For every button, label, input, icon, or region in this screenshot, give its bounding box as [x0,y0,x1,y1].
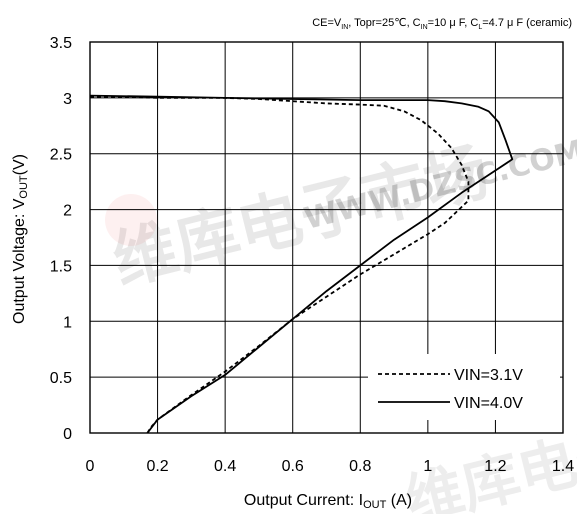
cond-temp: , Topr=25℃, C [348,17,420,29]
x-axis-title: Output Current: IOUT (A) [244,492,412,511]
ticks: 0 0.2 0.4 0.6 0.8 1 1.2 1.4 0 0.5 1 1.5 2 2.5 3 3.5 [50,35,574,475]
y-tick-label: 2 [63,203,72,220]
x-tick-label: 0.4 [214,458,236,475]
cond-cin-val: =10 μ F, C [428,17,479,29]
y-axis-title-main: Output Voltage: V [11,198,28,324]
x-tick-label: 0.2 [146,458,168,475]
x-axis-title-sub: OUT [363,499,387,511]
legend: VIN=3.1V VIN=4.0V [368,354,560,420]
y-tick-label: 1 [63,314,72,331]
y-axis-title-unit: (V) [11,154,28,175]
y-tick-label: 0 [63,426,72,443]
legend-label: VIN=4.0V [454,395,523,412]
y-axis-title: Output Voltage: VOUT(V) [11,154,30,324]
x-tick-label: 0 [86,458,95,475]
legend-box [368,354,560,420]
y-tick-label: 1.5 [50,258,72,275]
y-tick-label: 3 [63,91,72,108]
cond-vin-sub: IN [341,24,348,31]
y-tick-label: 3.5 [50,35,72,52]
x-tick-label: 0.6 [282,458,304,475]
test-conditions: CE=VIN, Topr=25℃, CIN=10 μ F, CL=4.7 μ F… [312,17,572,31]
x-tick-label: 1.4 [552,458,574,475]
watermark-text-cn: 维库电子市场 [106,135,496,300]
series-line-vin-4-0v [89,94,514,434]
y-axis-title-sub: OUT [18,175,30,199]
watermark-logo [105,194,157,246]
x-axis-title-unit: (A) [386,492,412,509]
plot-frame [89,41,564,434]
legend-label: VIN=3.1V [454,367,523,384]
cond-cl-sub: L [478,24,482,31]
series [89,94,514,434]
cond-cin-sub: IN [421,24,428,31]
x-tick-label: 0.8 [349,458,371,475]
cond-cl-val: =4.7 μ F (ceramic) [482,17,572,29]
y-tick-label: 0.5 [50,370,72,387]
x-tick-label: 1 [423,458,432,475]
x-axis-title-main: Output Current: I [244,492,363,509]
y-tick-label: 2.5 [50,147,72,164]
cond-prefix: CE=V [312,17,342,29]
x-tick-label: 1.2 [484,458,506,475]
